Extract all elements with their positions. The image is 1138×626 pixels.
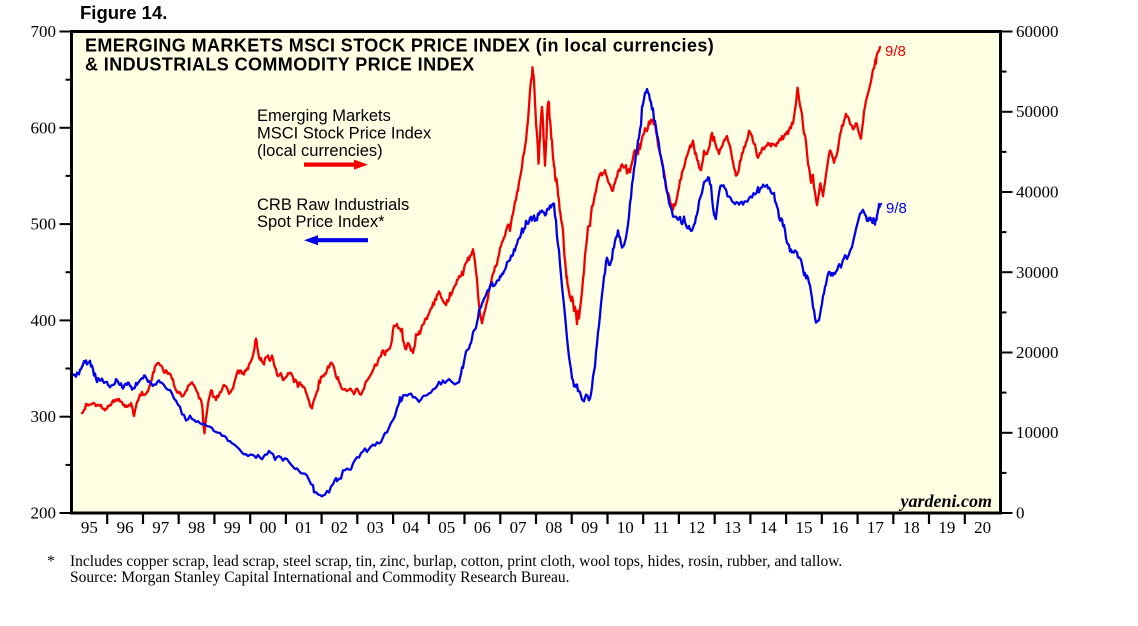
svg-text:00: 00: [260, 518, 277, 537]
svg-text:99: 99: [224, 518, 241, 537]
svg-text:96: 96: [117, 518, 134, 537]
svg-text:200: 200: [31, 504, 57, 523]
svg-text:Spot Price Index*: Spot Price Index*: [257, 213, 385, 231]
svg-text:07: 07: [510, 518, 528, 537]
svg-text:98: 98: [188, 518, 205, 537]
svg-text:400: 400: [31, 311, 57, 330]
svg-text:09: 09: [581, 518, 598, 537]
svg-text:MSCI Stock Price Index: MSCI Stock Price Index: [257, 125, 432, 143]
svg-text:600: 600: [31, 118, 57, 137]
svg-text:97: 97: [152, 518, 170, 537]
svg-text:*: *: [47, 553, 55, 570]
svg-text:9/8: 9/8: [886, 200, 907, 217]
svg-text:Source: Morgan Stanley Capital: Source: Morgan Stanley Capital Internati…: [70, 569, 569, 586]
svg-text:CRB Raw Industrials: CRB Raw Industrials: [257, 196, 409, 214]
svg-text:19: 19: [938, 518, 955, 537]
svg-text:06: 06: [474, 518, 491, 537]
svg-text:10000: 10000: [1016, 423, 1059, 442]
svg-text:03: 03: [367, 518, 384, 537]
svg-text:Figure 14.: Figure 14.: [80, 2, 167, 23]
svg-text:700: 700: [31, 22, 57, 41]
svg-text:13: 13: [724, 518, 741, 537]
svg-text:50000: 50000: [1016, 102, 1059, 121]
svg-text:17: 17: [867, 518, 885, 537]
svg-text:12: 12: [688, 518, 705, 537]
svg-text:15: 15: [796, 518, 813, 537]
svg-text:(local currencies): (local currencies): [257, 142, 383, 160]
svg-text:01: 01: [295, 518, 312, 537]
svg-text:0: 0: [1016, 504, 1025, 523]
svg-text:& INDUSTRIALS COMMODITY PRICE: & INDUSTRIALS COMMODITY PRICE INDEX: [85, 55, 475, 75]
svg-text:08: 08: [545, 518, 562, 537]
svg-text:10: 10: [617, 518, 634, 537]
svg-text:Emerging Markets: Emerging Markets: [257, 107, 391, 125]
svg-text:11: 11: [653, 518, 669, 537]
svg-text:02: 02: [331, 518, 348, 537]
svg-text:95: 95: [81, 518, 98, 537]
svg-text:20000: 20000: [1016, 343, 1059, 362]
svg-text:9/8: 9/8: [885, 43, 906, 60]
svg-text:18: 18: [903, 518, 920, 537]
svg-text:500: 500: [31, 215, 57, 234]
svg-text:300: 300: [31, 407, 57, 426]
svg-text:05: 05: [438, 518, 455, 537]
svg-text:60000: 60000: [1016, 22, 1059, 41]
svg-text:14: 14: [760, 518, 778, 537]
svg-text:16: 16: [831, 518, 848, 537]
svg-text:04: 04: [402, 518, 420, 537]
svg-text:20: 20: [974, 518, 991, 537]
svg-text:yardeni.com: yardeni.com: [899, 491, 993, 511]
svg-text:30000: 30000: [1016, 263, 1059, 282]
svg-text:EMERGING MARKETS MSCI STOCK PR: EMERGING MARKETS MSCI STOCK PRICE INDEX …: [85, 36, 714, 56]
svg-text:Includes copper scrap, lead sc: Includes copper scrap, lead scrap, steel…: [70, 553, 842, 570]
svg-text:40000: 40000: [1016, 183, 1059, 202]
